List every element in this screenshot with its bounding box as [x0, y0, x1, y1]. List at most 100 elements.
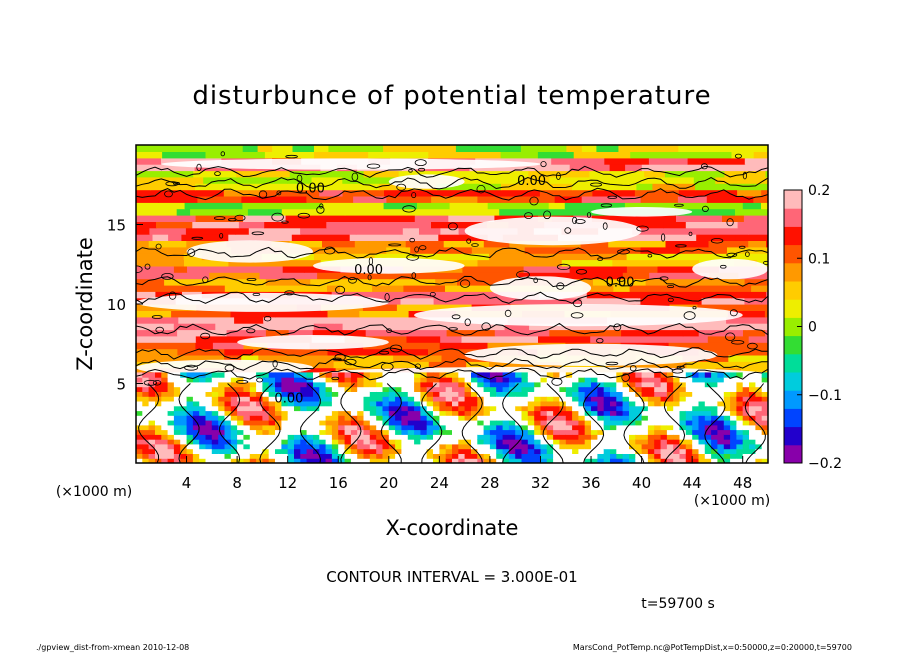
heatmap-cell	[578, 434, 586, 440]
heatmap-cell	[711, 381, 718, 388]
heatmap-cell	[388, 381, 396, 388]
heatmap-cell	[275, 405, 282, 412]
x-tick-label: 44	[683, 474, 702, 492]
heatmap-cell	[610, 420, 617, 426]
heatmap-cell	[553, 458, 560, 463]
heatmap-cell	[294, 420, 301, 426]
heatmap-cell	[477, 410, 485, 416]
heatmap-cell	[325, 434, 333, 440]
colorbar	[783, 189, 803, 464]
colorbar-segment	[784, 226, 802, 246]
heatmap-cell	[294, 415, 301, 421]
contour-loop	[742, 171, 748, 180]
heatmap-cell	[613, 284, 631, 292]
heatmap-cell	[520, 145, 567, 152]
contour-loop	[251, 231, 265, 236]
heatmap-cell	[173, 265, 188, 273]
contour-loop	[574, 219, 586, 224]
heatmap-cell	[186, 386, 194, 392]
heatmap-cell	[376, 391, 383, 397]
heatmap-cell	[546, 253, 588, 261]
heatmap-cell	[711, 420, 718, 426]
contour-loop	[388, 243, 402, 247]
heatmap-cell	[136, 396, 143, 402]
heatmap-cell	[458, 453, 466, 459]
heatmap-cell	[502, 405, 510, 412]
heatmap-cell	[136, 291, 156, 299]
heatmap-cell	[584, 434, 592, 440]
heatmap-cell	[294, 429, 301, 435]
heatmap-cell	[692, 386, 699, 392]
heatmap-cell	[148, 458, 156, 463]
heatmap-cell	[287, 372, 295, 378]
heatmap-cell	[428, 348, 482, 356]
turbulent-patch	[414, 304, 743, 327]
heatmap-cell	[698, 439, 706, 445]
heatmap-cell	[496, 396, 503, 402]
heatmap-cell	[578, 381, 586, 388]
heatmap-cell	[211, 458, 219, 463]
heatmap-cell	[521, 372, 529, 378]
heatmap-cell	[262, 405, 270, 412]
heatmap-cell	[471, 391, 478, 397]
heatmap-cell	[749, 453, 756, 459]
heatmap-cell	[333, 361, 348, 369]
heatmap-cell	[711, 439, 718, 445]
heatmap-cell	[673, 377, 680, 383]
heatmap-cell	[401, 439, 409, 445]
heatmap-cell	[443, 240, 485, 248]
heatmap-cell	[180, 410, 187, 416]
heatmap-cell	[471, 453, 478, 459]
heatmap-cell	[565, 386, 573, 392]
heatmap-cell	[502, 443, 510, 450]
heatmap-cell	[584, 372, 592, 378]
contour-loop	[671, 368, 684, 374]
contour-loop	[144, 263, 151, 270]
heatmap-cell	[407, 415, 415, 421]
heatmap-cell	[518, 272, 546, 280]
heatmap-cell	[357, 448, 364, 454]
heatmap-cell	[429, 253, 490, 261]
heatmap-cell	[340, 284, 373, 292]
heatmap-cell	[199, 458, 206, 463]
heatmap-cell	[679, 396, 687, 402]
heatmap-cell	[711, 458, 718, 463]
contour-loop	[155, 326, 165, 333]
heatmap-cell	[458, 377, 466, 383]
heatmap-cell	[540, 415, 548, 421]
contour-loop	[660, 233, 666, 242]
heatmap-cell	[357, 453, 364, 459]
heatmap-cell	[483, 439, 491, 445]
contour-loop	[406, 254, 419, 261]
heatmap-cell	[515, 410, 522, 416]
heatmap-cell	[224, 415, 232, 421]
heatmap-cell	[264, 221, 327, 229]
heatmap-cell	[742, 458, 750, 463]
heatmap-cell	[268, 434, 276, 440]
heatmap-cell	[362, 304, 398, 311]
turbulent-patch	[161, 158, 541, 170]
heatmap-cell	[755, 401, 763, 407]
heatmap-cell	[625, 164, 643, 172]
heatmap-cell	[616, 381, 624, 388]
heatmap-cell	[148, 424, 156, 431]
heatmap-cell	[224, 284, 268, 292]
heatmap-cell	[205, 420, 213, 426]
heatmap-cell	[641, 377, 649, 383]
heatmap-cell	[635, 458, 643, 463]
heatmap-cell	[350, 377, 358, 383]
heatmap-cell	[403, 284, 446, 292]
heatmap-cell	[180, 381, 187, 388]
heatmap-cell	[704, 410, 712, 416]
heatmap-cell	[325, 386, 333, 392]
heatmap-cell	[331, 434, 339, 440]
heatmap-cell	[565, 448, 573, 454]
heatmap-cell	[483, 448, 491, 454]
heatmap-cell	[230, 391, 238, 397]
heatmap-cell	[161, 420, 169, 426]
x-tick-label: 20	[379, 474, 398, 492]
heatmap-cell	[167, 429, 175, 435]
heatmap-cell	[205, 458, 213, 463]
heatmap-cell	[281, 391, 289, 397]
heatmap-cell	[167, 377, 175, 383]
